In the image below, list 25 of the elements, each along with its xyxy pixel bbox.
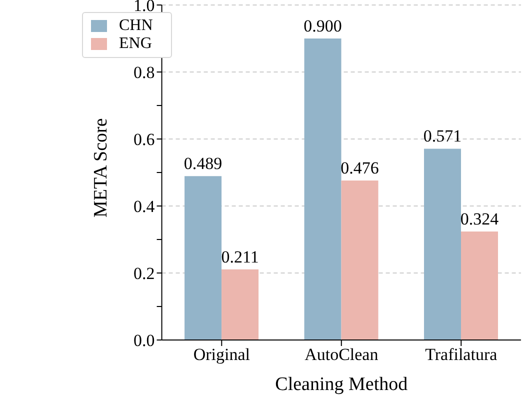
bar	[184, 176, 222, 340]
y-tick-label: 1.0	[134, 0, 155, 16]
data-label: 0.324	[460, 209, 500, 228]
bar	[461, 231, 498, 340]
bar	[341, 180, 378, 340]
data-label: 0.900	[304, 16, 342, 36]
y-tick-label: 0.4	[134, 197, 156, 216]
y-tick-label: 0.8	[134, 63, 155, 82]
y-axis-title: META Score	[90, 118, 112, 218]
bar	[304, 38, 342, 340]
data-label: 0.489	[184, 154, 222, 174]
y-tick-label: 0.2	[134, 264, 155, 284]
legend-label: CHN	[119, 17, 153, 34]
data-label: 0.571	[423, 126, 462, 146]
x-tick-label: AutoClean	[304, 345, 379, 364]
y-tick-label: 0.6	[134, 130, 155, 150]
bar	[424, 148, 462, 340]
bar	[222, 269, 259, 340]
data-label: 0.211	[221, 247, 259, 266]
x-axis-title: Cleaning Method	[275, 374, 408, 395]
x-tick-label: Trafilatura	[425, 345, 498, 364]
y-tick-label: 0.0	[134, 331, 155, 350]
data-label: 0.476	[340, 158, 379, 178]
legend-label: ENG	[119, 35, 152, 52]
x-tick-label: Original	[193, 345, 250, 364]
